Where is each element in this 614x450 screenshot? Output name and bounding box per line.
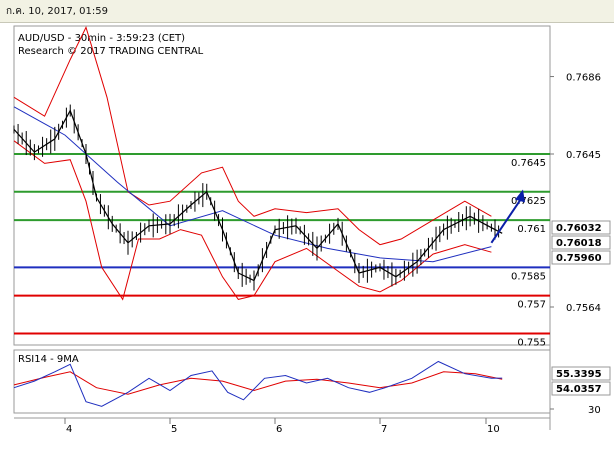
rsi-line <box>13 360 503 407</box>
forecast-arrow-line <box>490 196 523 244</box>
level-label: 0.7645 <box>511 158 546 169</box>
chart-subtitle: Research © 2017 TRADING CENTRAL <box>18 46 204 57</box>
rsi-tag-label: 55.3395 <box>556 369 602 380</box>
main-panel-frame <box>13 25 551 346</box>
price-tag-box <box>551 250 611 265</box>
level-label: 0.755 <box>517 337 546 348</box>
rsi-y-tick-label: 30 <box>588 405 601 416</box>
rsi-tag-box <box>551 381 611 396</box>
price-tag-box <box>551 220 611 235</box>
rsi-tag-box <box>551 366 611 381</box>
x-tick-label: 6 <box>276 424 282 435</box>
y-tick-label: 0.7686 <box>566 73 601 84</box>
moving-average-line <box>13 106 492 263</box>
rsi-title: RSI14 - 9MA <box>18 354 79 365</box>
x-tick-label: 10 <box>487 424 500 435</box>
rsi-panel-frame <box>13 349 551 414</box>
x-tick-label: 5 <box>171 424 177 435</box>
rsi-ma-line <box>13 371 503 395</box>
level-label: 0.761 <box>517 224 546 235</box>
rsi-tag-label: 54.0357 <box>556 384 602 395</box>
level-label: 0.7625 <box>511 196 546 207</box>
price-tag-label: 0.76018 <box>556 238 602 249</box>
chart-title: AUD/USD - 30min - 3:59:23 (CET) <box>18 33 185 44</box>
forecast-arrow-head <box>515 189 525 203</box>
y-tick-label: 0.7645 <box>566 150 601 161</box>
chart-header-bar: ก.ค. 10, 2017, 01:59 <box>0 0 614 23</box>
bollinger-lower-line <box>13 140 492 301</box>
bollinger-upper-line <box>13 26 492 246</box>
price-tag-label: 0.76032 <box>556 223 602 234</box>
price-tag-box <box>551 235 611 250</box>
x-tick-label: 7 <box>381 424 387 435</box>
x-tick-label: 4 <box>66 424 72 435</box>
header-datetime: ก.ค. 10, 2017, 01:59 <box>6 6 108 17</box>
y-tick-label: 0.7564 <box>566 303 601 314</box>
level-label: 0.757 <box>517 300 546 311</box>
level-label: 0.7585 <box>511 271 546 282</box>
price-tag-label: 0.75960 <box>556 253 602 264</box>
